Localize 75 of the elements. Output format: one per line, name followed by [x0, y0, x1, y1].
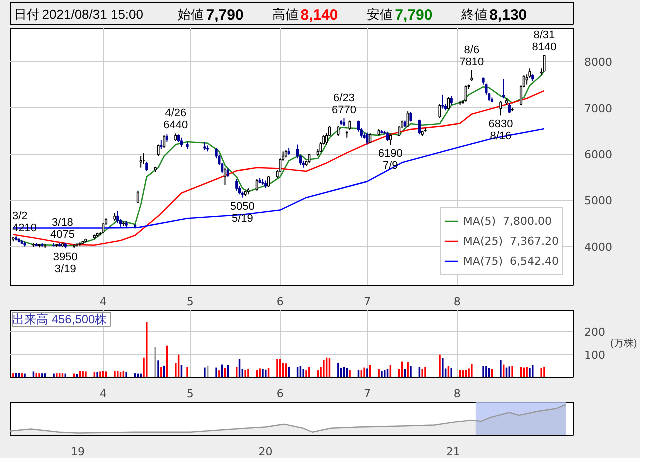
text: 2021/08/31 15:00: [42, 7, 144, 22]
candlestick: [410, 112, 412, 122]
candlestick: [163, 135, 166, 149]
y-tick-label: 8000: [584, 56, 612, 70]
annotation: 4/26 6440: [164, 108, 188, 132]
candlestick: [369, 132, 372, 144]
text: 始値: [178, 7, 204, 22]
candlestick: [102, 222, 105, 234]
y-tick-label: 100: [584, 348, 606, 362]
annotation: 8/31 8140: [532, 29, 557, 54]
x-tick-label: 6: [276, 296, 284, 308]
candlestick: [450, 96, 453, 106]
x-tick-label: 21: [446, 446, 460, 458]
candlestick: [508, 102, 511, 114]
x-tick-label: 20: [258, 446, 273, 458]
candlestick: [236, 178, 238, 192]
text: 8,140: [300, 7, 338, 24]
annotation: 6/23 6770: [332, 92, 356, 116]
text: 高値: [272, 7, 299, 22]
candlestick: [308, 154, 311, 164]
x-tick-label: 4: [100, 388, 107, 400]
candlestick: [348, 120, 352, 131]
x-tick-label: 8: [454, 388, 461, 400]
x-tick-label: 5: [186, 296, 194, 308]
text: 安値: [367, 7, 394, 22]
candlestick: [543, 54, 546, 72]
candlestick: [500, 100, 502, 116]
text: 7,790: [206, 7, 244, 24]
x-tick-label: 19: [71, 446, 86, 458]
candlestick: [470, 70, 474, 82]
legend-label: MA(75) 6,542.40: [463, 254, 559, 268]
candlestick: [447, 96, 450, 110]
candlestick: [267, 176, 270, 188]
text: 日付: [14, 7, 40, 22]
y-tick-label: 5000: [584, 194, 612, 208]
candlestick: [502, 78, 506, 100]
text: 8,130: [490, 7, 528, 24]
x-tick-label: 4: [100, 296, 107, 308]
annotation: 3/18 4075: [50, 216, 75, 241]
candlestick: [337, 126, 340, 137]
candlestick: [406, 111, 410, 128]
y-axis-title: (万株): [610, 338, 638, 350]
candlestick: [442, 94, 444, 110]
candlestick: [160, 140, 163, 150]
annotation: 5050 5/19: [230, 200, 255, 225]
candlestick: [464, 85, 468, 102]
candlestick: [140, 156, 142, 168]
y-tick-label: 6000: [584, 148, 612, 162]
candlestick: [157, 144, 160, 157]
y-tick-label: 200: [584, 326, 606, 339]
candlestick: [256, 178, 258, 192]
annotation: 8/6 7810: [460, 44, 484, 68]
x-tick-label: 7: [364, 296, 371, 308]
y-tick-label: 7000: [584, 102, 612, 116]
x-tick-label: 6: [276, 388, 284, 400]
candlestick: [418, 119, 421, 136]
chart-title: 出来高 456,500株: [12, 312, 108, 326]
annotation: 3950 3/19: [53, 252, 78, 276]
text: 7,790: [395, 7, 433, 24]
legend-label: MA(5) 7,800.00: [463, 214, 552, 228]
candlestick: [136, 190, 140, 204]
legend-label: MA(25) 7,367.20: [463, 234, 559, 248]
candlestick: [389, 134, 392, 146]
x-tick-label: 7: [364, 388, 371, 400]
candlestick: [438, 104, 442, 119]
x-tick-label: 8: [454, 296, 461, 308]
candlestick: [180, 137, 184, 148]
candlestick: [224, 167, 227, 186]
candlestick: [146, 161, 148, 172]
candlestick: [386, 131, 390, 142]
x-tick-label: 5: [186, 388, 194, 400]
candlestick: [366, 132, 369, 146]
candlestick: [116, 210, 120, 224]
y-tick-label: 4000: [584, 240, 612, 254]
text: 終値: [460, 7, 488, 22]
